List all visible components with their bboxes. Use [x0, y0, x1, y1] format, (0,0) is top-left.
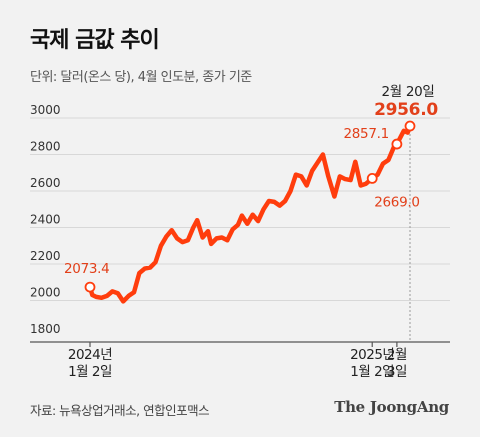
y-tick-label: 2400 [30, 213, 61, 227]
chart-title: 국제 금값 추이 [30, 28, 160, 53]
x-tick-label: 2025년 [350, 347, 394, 363]
y-tick-label: 2800 [30, 140, 61, 154]
x-tick-label: 2월 [387, 347, 407, 363]
x-tick-label: 2024년 [68, 347, 112, 363]
chart-subtitle: 단위: 달러(온스 당), 4월 인도분, 종가 기준 [30, 70, 252, 85]
x-tick-label: 3일 [387, 364, 407, 380]
y-tick-label: 2200 [30, 249, 61, 263]
x-tick-label: 1월 2일 [68, 364, 112, 380]
data-label: 2669.0 [374, 194, 419, 210]
y-tick-label: 1800 [30, 322, 61, 336]
y-tick-label: 3000 [30, 103, 61, 117]
annotated-point [366, 173, 378, 184]
data-label: 2857.1 [343, 126, 388, 142]
latest-date-label: 2월 20일 [381, 84, 434, 100]
y-tick-label: 2600 [30, 176, 61, 190]
annotated-point [84, 281, 96, 293]
annotated-point [391, 138, 403, 150]
y-tick-label: 2000 [30, 286, 61, 300]
publisher-logo: The JoongAng [334, 398, 449, 416]
data-label: 2073.4 [64, 261, 109, 277]
annotated-point [404, 120, 416, 132]
gold-price-line [87, 123, 413, 304]
latest-value-label: 2956.0 [374, 100, 438, 120]
source-note: 자료: 뉴욕상업거래소, 연합인포맥스 [30, 403, 210, 418]
x-tick-label: 1월 2일 [350, 364, 394, 380]
